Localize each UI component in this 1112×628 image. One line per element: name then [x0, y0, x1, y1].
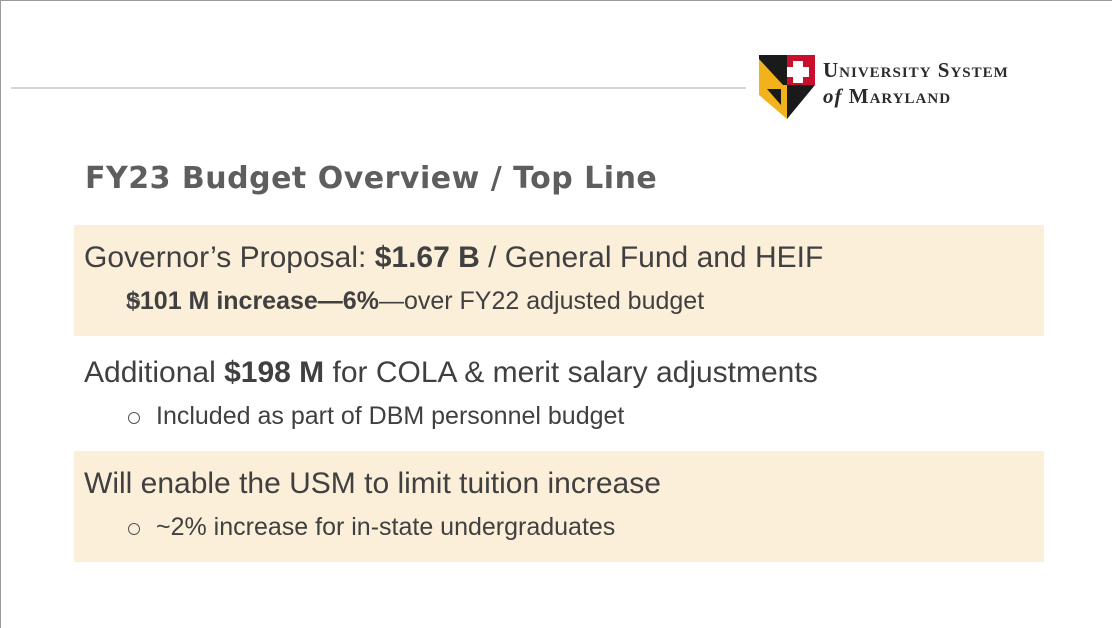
text-run: ~2% increase for in-state undergraduates	[156, 513, 616, 541]
logo-mark	[759, 55, 815, 119]
text-run: / General Fund and HEIF	[479, 241, 824, 274]
text-run: Included as part of DBM personnel budget	[156, 402, 625, 430]
sub-bullet: ~2% increase for in-state undergraduates	[84, 513, 1044, 542]
bullet-block: Governor’s Proposal: $1.67 B / General F…	[74, 225, 1044, 336]
bullet-block: Additional $198 M for COLA & merit salar…	[74, 340, 1044, 451]
sub-bullet: Included as part of DBM personnel budget	[84, 402, 1044, 431]
text-run: $1.67 B	[374, 241, 480, 274]
text-run: —over FY22 adjusted budget	[378, 287, 705, 315]
logo-line: University System	[823, 58, 1009, 82]
text-run: Will enable the USM to limit tuition inc…	[84, 467, 661, 500]
text-run: for COLA & merit salary adjustments	[324, 356, 818, 389]
sub-bullet: $101 M increase—6%—over FY22 adjusted bu…	[84, 287, 1044, 316]
slide-title: FY23 Budget Overview / Top Line	[85, 161, 658, 196]
bullet: Will enable the USM to limit tuition inc…	[84, 467, 1044, 503]
bullet: Governor’s Proposal: $1.67 B / General F…	[84, 241, 1044, 277]
header-rule	[11, 87, 746, 89]
logo-italic: of	[823, 84, 843, 108]
text-run: Governor’s Proposal:	[84, 241, 375, 274]
bullet-block: Will enable the USM to limit tuition inc…	[74, 451, 1044, 562]
logo-line: of Maryland	[823, 83, 1009, 109]
text-run: $198 M	[224, 356, 325, 389]
logo-word: Maryland	[848, 84, 952, 108]
logo-text: University System of Maryland	[823, 57, 1009, 109]
text-run: Additional	[84, 356, 225, 389]
bullet: Additional $198 M for COLA & merit salar…	[84, 356, 1044, 392]
text-run: $101 M increase—6%	[126, 287, 379, 315]
